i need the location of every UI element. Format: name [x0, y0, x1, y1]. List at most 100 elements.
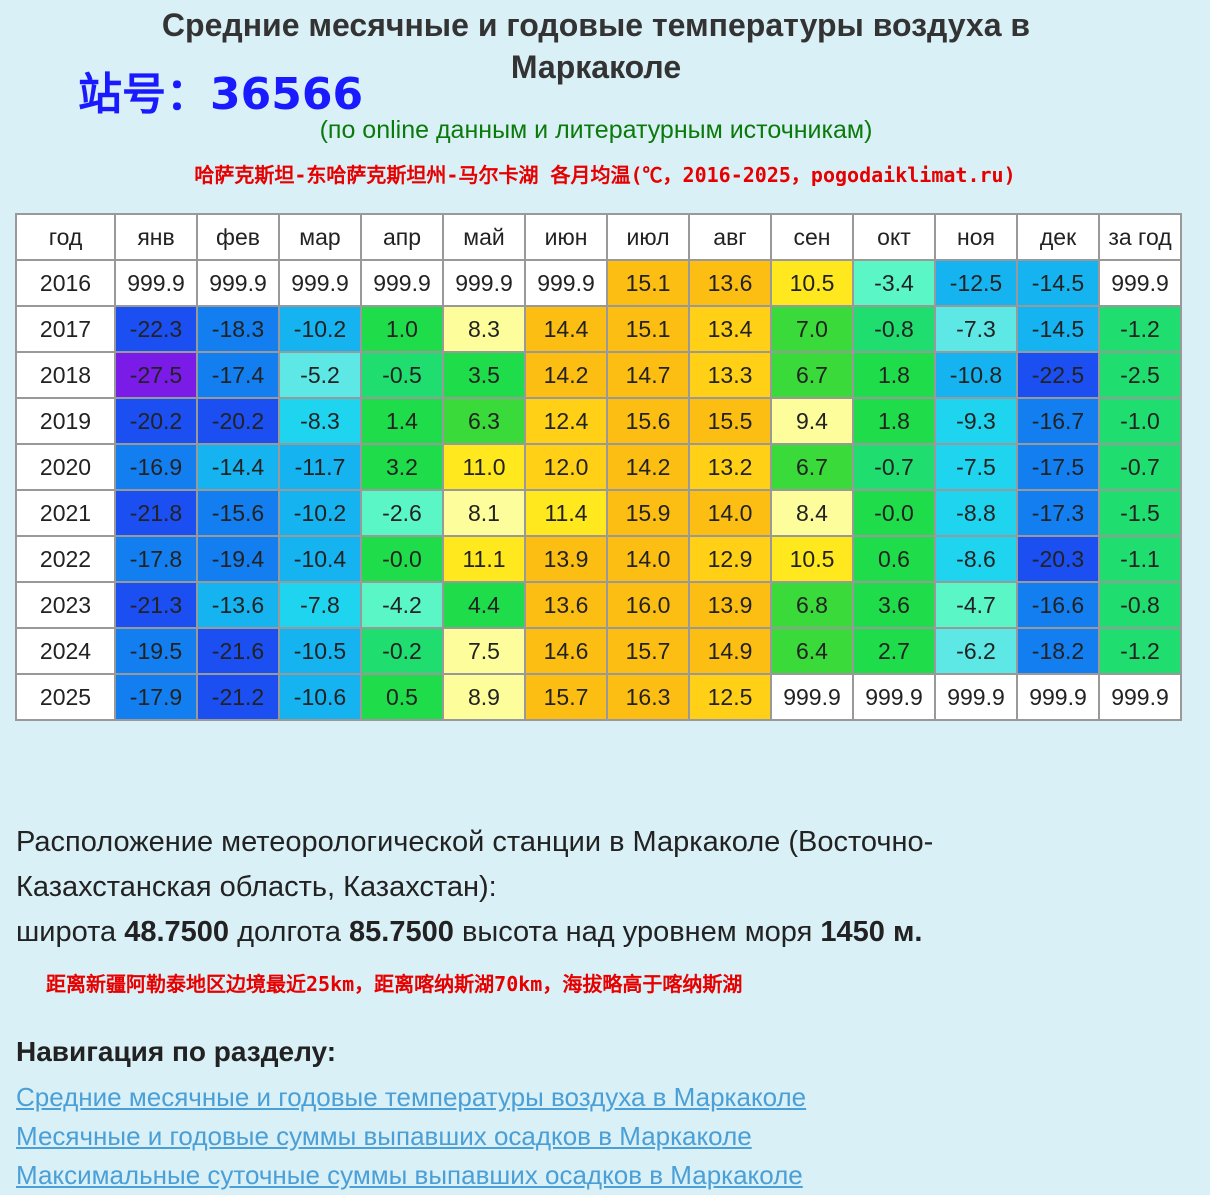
- month-temp-cell: -18.2: [1016, 627, 1100, 675]
- year-cell: 2021: [15, 489, 116, 537]
- month-temp-cell: 7.5: [442, 627, 526, 675]
- source-subtitle: (по online данным и литературным источни…: [319, 116, 873, 144]
- month-temp-cell: 2.7: [852, 627, 936, 675]
- month-temp-cell: -11.7: [278, 443, 362, 491]
- header-month: янв: [114, 213, 198, 261]
- header-month: окт: [852, 213, 936, 261]
- month-temp-cell: -20.2: [196, 397, 280, 445]
- header-month: май: [442, 213, 526, 261]
- month-temp-cell: 15.7: [524, 673, 608, 721]
- month-temp-cell: 12.9: [688, 535, 772, 583]
- table-row: 2024 -19.5 -21.6 -10.5 -0.2 7.5 14.6 15.7 14.9 6.…: [15, 627, 1182, 675]
- month-temp-cell: -8.6: [934, 535, 1018, 583]
- year-cell: 2024: [15, 627, 116, 675]
- month-temp-cell: 12.4: [524, 397, 608, 445]
- month-temp-cell: -17.8: [114, 535, 198, 583]
- year-cell: 2016: [15, 259, 116, 307]
- month-temp-cell: 15.5: [688, 397, 772, 445]
- table-row: 2016 999.9 999.9 999.9 999.9 999.9 999.9 15.1 13…: [15, 259, 1182, 307]
- month-temp-cell: -22.3: [114, 305, 198, 353]
- year-cell: 2025: [15, 673, 116, 721]
- header-year: год: [15, 213, 116, 261]
- header-month: ноя: [934, 213, 1018, 261]
- year-cell: 2020: [15, 443, 116, 491]
- latitude-value: 48.7500: [124, 916, 230, 948]
- location-line-1: Расположение метеорологической станции в…: [16, 826, 934, 858]
- month-temp-cell: 15.1: [606, 259, 690, 307]
- month-temp-cell: 4.4: [442, 581, 526, 629]
- month-temp-cell: 11.4: [524, 489, 608, 537]
- month-temp-cell: -17.5: [1016, 443, 1100, 491]
- month-temp-cell: 9.4: [770, 397, 854, 445]
- table-row: 2020 -16.9 -14.4 -11.7 3.2 11.0 12.0 14.2 13.2 6.…: [15, 443, 1182, 491]
- month-temp-cell: 1.0: [360, 305, 444, 353]
- month-temp-cell: -20.3: [1016, 535, 1100, 583]
- month-temp-cell: 15.6: [606, 397, 690, 445]
- month-temp-cell: -22.5: [1016, 351, 1100, 399]
- month-temp-cell: -8.3: [278, 397, 362, 445]
- year-cell: 2023: [15, 581, 116, 629]
- table-row: 2022 -17.8 -19.4 -10.4 -0.0 11.1 13.9 14.0 12.9 1…: [15, 535, 1182, 583]
- month-temp-cell: -19.4: [196, 535, 280, 583]
- month-temp-cell: -10.4: [278, 535, 362, 583]
- month-temp-cell: 14.0: [688, 489, 772, 537]
- month-temp-cell: 0.6: [852, 535, 936, 583]
- month-temp-cell: -8.8: [934, 489, 1018, 537]
- month-temp-cell: 1.4: [360, 397, 444, 445]
- month-temp-cell: 999.9: [360, 259, 444, 307]
- month-temp-cell: 15.9: [606, 489, 690, 537]
- longitude-label: долгота: [237, 916, 341, 948]
- year-cell: 2017: [15, 305, 116, 353]
- month-temp-cell: 6.4: [770, 627, 854, 675]
- table-row: 2025 -17.9 -21.2 -10.6 0.5 8.9 15.7 16.3 12.5 999…: [15, 673, 1182, 721]
- nav-link-max-daily-precipitation[interactable]: Максимальные суточные суммы выпавших оса…: [16, 1160, 803, 1190]
- annual-temp-cell: -1.1: [1098, 535, 1182, 583]
- month-temp-cell: -15.6: [196, 489, 280, 537]
- header-month: апр: [360, 213, 444, 261]
- title-line-1: Средние месячные и годовые температуры в…: [161, 7, 1031, 43]
- month-temp-cell: -0.7: [852, 443, 936, 491]
- month-temp-cell: -7.3: [934, 305, 1018, 353]
- month-temp-cell: 6.8: [770, 581, 854, 629]
- month-temp-cell: 6.7: [770, 443, 854, 491]
- table-row: 2018 -27.5 -17.4 -5.2 -0.5 3.5 14.2 14.7 13.3 6.7…: [15, 351, 1182, 399]
- month-temp-cell: -21.8: [114, 489, 198, 537]
- header-month: сен: [770, 213, 854, 261]
- month-temp-cell: 999.9: [114, 259, 198, 307]
- year-cell: 2018: [15, 351, 116, 399]
- month-temp-cell: -9.3: [934, 397, 1018, 445]
- month-temp-cell: -17.4: [196, 351, 280, 399]
- month-temp-cell: -0.8: [852, 305, 936, 353]
- month-temp-cell: -12.5: [934, 259, 1018, 307]
- station-location: Расположение метеорологической станции в…: [16, 820, 1016, 955]
- month-temp-cell: -0.5: [360, 351, 444, 399]
- month-temp-cell: 13.2: [688, 443, 772, 491]
- header-month: дек: [1016, 213, 1100, 261]
- chinese-annotation: 哈萨克斯坦-东哈萨克斯坦州-马尔卡湖 各月均温(℃，2016-2025，pogo…: [194, 163, 1016, 187]
- month-temp-cell: -0.0: [360, 535, 444, 583]
- nav-link-precipitation[interactable]: Месячные и годовые суммы выпавших осадко…: [16, 1121, 752, 1151]
- month-temp-cell: 16.3: [606, 673, 690, 721]
- header-month: июл: [606, 213, 690, 261]
- month-temp-cell: 1.8: [852, 397, 936, 445]
- station-id-label: 站号：36566: [78, 69, 364, 120]
- month-temp-cell: -10.2: [278, 305, 362, 353]
- table-row: 2021 -21.8 -15.6 -10.2 -2.6 8.1 11.4 15.9 14.0 8.…: [15, 489, 1182, 537]
- month-temp-cell: -21.6: [196, 627, 280, 675]
- month-temp-cell: 11.0: [442, 443, 526, 491]
- month-temp-cell: 999.9: [934, 673, 1018, 721]
- month-temp-cell: -20.2: [114, 397, 198, 445]
- annual-temp-cell: -0.7: [1098, 443, 1182, 491]
- nav-link-temperatures[interactable]: Средние месячные и годовые температуры в…: [16, 1082, 807, 1112]
- month-temp-cell: -14.5: [1016, 259, 1100, 307]
- month-temp-cell: 8.9: [442, 673, 526, 721]
- month-temp-cell: 8.1: [442, 489, 526, 537]
- month-temp-cell: -0.0: [852, 489, 936, 537]
- month-temp-cell: -18.3: [196, 305, 280, 353]
- longitude-value: 85.7500: [349, 916, 454, 948]
- month-temp-cell: 999.9: [524, 259, 608, 307]
- month-temp-cell: -14.5: [1016, 305, 1100, 353]
- annual-temp-cell: 999.9: [1098, 673, 1182, 721]
- annual-temp-cell: -0.8: [1098, 581, 1182, 629]
- latitude-label: широта: [16, 916, 117, 948]
